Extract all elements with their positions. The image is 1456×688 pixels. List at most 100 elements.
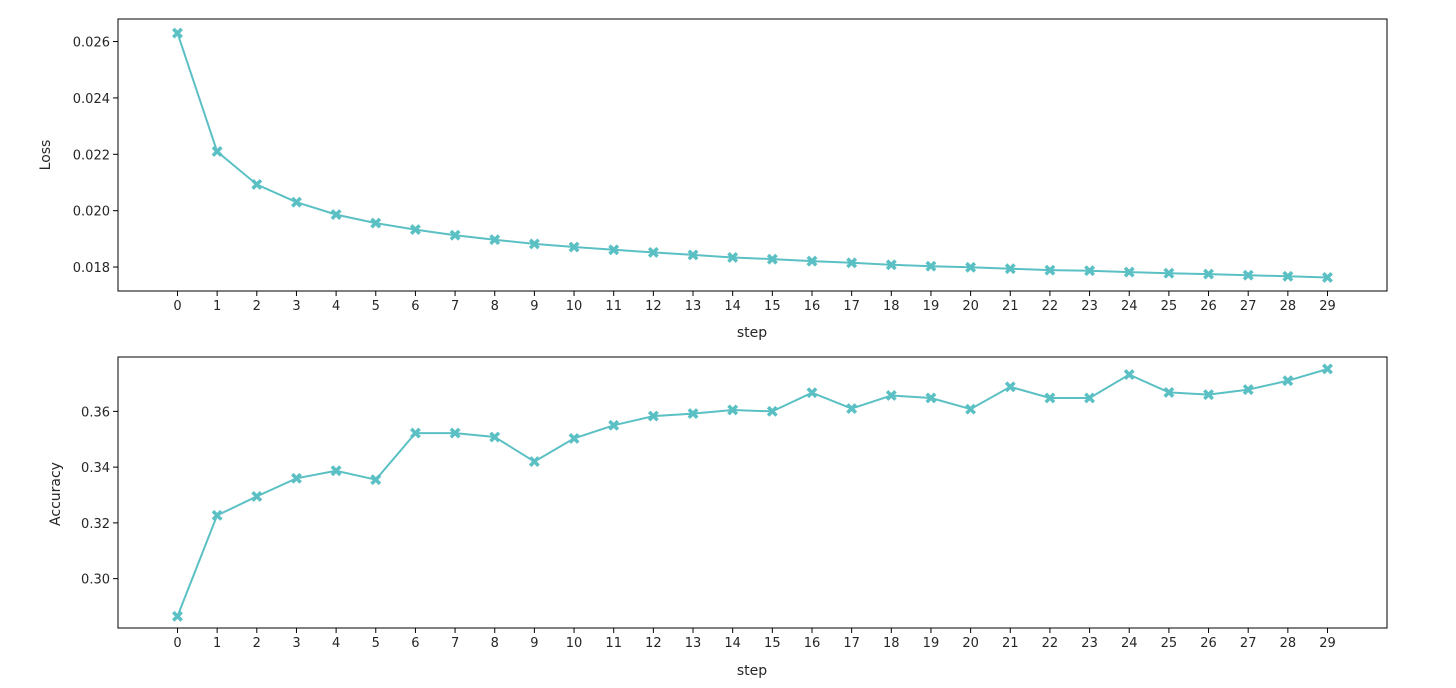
loss-data-point <box>766 253 778 265</box>
loss-x-tick-label: 14 <box>724 299 741 314</box>
loss-data-point <box>172 27 183 39</box>
loss-x-tick-label: 6 <box>411 299 419 314</box>
accuracy-x-tick-label: 12 <box>645 636 662 651</box>
accuracy-data-point <box>291 472 302 484</box>
loss-data-point <box>1282 270 1294 282</box>
accuracy-data-point <box>965 403 977 415</box>
loss-data-point <box>291 196 302 208</box>
accuracy-x-tick-label: 27 <box>1240 636 1257 651</box>
accuracy-data-point <box>1123 369 1135 381</box>
accuracy-x-tick-label: 8 <box>491 636 499 651</box>
accuracy-y-tick-label: 0.34 <box>81 461 110 476</box>
loss-data-point <box>925 260 937 272</box>
accuracy-data-point <box>409 427 421 439</box>
loss-x-tick-label: 27 <box>1240 299 1257 314</box>
accuracy-x-tick-label: 28 <box>1280 636 1297 651</box>
loss-data-point <box>885 259 897 271</box>
loss-data-point <box>330 209 342 221</box>
accuracy-y-axis-label: Accuracy <box>48 462 64 526</box>
loss-data-point <box>687 249 699 261</box>
loss-data-point <box>806 255 818 267</box>
loss-data-point <box>1203 268 1214 280</box>
loss-x-tick-label: 5 <box>372 299 380 314</box>
loss-x-tick-label: 16 <box>804 299 821 314</box>
accuracy-x-tick-label: 11 <box>605 636 622 651</box>
loss-data-point <box>608 244 620 256</box>
loss-chart: 0 1 2 3 4 5 6 7 8 9 10 11 12 13 14 15 16 17 18 19 20 21 22 23 24… <box>38 18 1388 341</box>
loss-data-point <box>211 146 223 157</box>
accuracy-x-tick-label: 13 <box>685 636 702 651</box>
loss-x-tick-label: 13 <box>685 299 702 314</box>
loss-x-tick-label: 7 <box>451 299 459 314</box>
loss-x-tick-label: 28 <box>1280 299 1297 314</box>
loss-series-line <box>176 32 1328 279</box>
accuracy-data-point <box>251 490 263 502</box>
loss-x-tick-label: 24 <box>1121 299 1138 314</box>
loss-x-axis-label: step <box>737 325 767 341</box>
loss-data-point <box>846 257 858 269</box>
accuracy-x-tick-label: 7 <box>451 636 459 651</box>
loss-data-point <box>251 179 263 190</box>
accuracy-data-point <box>806 387 818 399</box>
accuracy-data-point <box>647 410 659 422</box>
loss-x-tick-label: 26 <box>1200 299 1217 314</box>
loss-y-axis-label: Loss <box>38 140 54 171</box>
loss-x-tick-label: 9 <box>530 299 538 314</box>
accuracy-x-tick-label: 16 <box>804 636 821 651</box>
loss-x-tick-label: 10 <box>566 299 583 314</box>
accuracy-data-point <box>1163 386 1175 398</box>
loss-x-tick-label: 20 <box>962 299 979 314</box>
accuracy-data-point <box>766 405 778 417</box>
loss-data-point <box>449 229 461 241</box>
accuracy-x-tick-label: 9 <box>530 636 538 651</box>
loss-x-tick-label: 23 <box>1081 299 1098 314</box>
loss-data-point <box>1044 264 1056 276</box>
loss-y-tick-label: 0.026 <box>73 36 110 51</box>
accuracy-x-tick-label: 21 <box>1002 636 1019 651</box>
accuracy-data-point <box>1044 392 1056 404</box>
loss-x-tick-label: 12 <box>645 299 662 314</box>
accuracy-y-tick-label: 0.36 <box>81 405 110 420</box>
accuracy-x-tick-label: 22 <box>1042 636 1059 651</box>
accuracy-x-tick-label: 18 <box>883 636 900 651</box>
accuracy-x-tick-label: 15 <box>764 636 781 651</box>
accuracy-data-point <box>370 474 382 486</box>
accuracy-x-tick-label: 19 <box>923 636 940 651</box>
accuracy-x-tick-label: 29 <box>1319 636 1336 651</box>
loss-x-tick-label: 19 <box>923 299 940 314</box>
loss-data-point <box>370 217 382 229</box>
accuracy-x-tick-label: 26 <box>1200 636 1217 651</box>
loss-data-point <box>528 238 540 250</box>
accuracy-data-point <box>885 390 897 401</box>
loss-x-tick-label: 1 <box>213 299 221 314</box>
accuracy-x-tick-label: 6 <box>411 636 419 651</box>
accuracy-data-point <box>1084 392 1096 404</box>
accuracy-x-tick-label: 17 <box>843 636 860 651</box>
accuracy-data-point <box>687 408 699 420</box>
loss-y-ticks: 0.018 0.020 0.022 0.024 0.026 <box>73 36 118 276</box>
accuracy-x-tick-label: 10 <box>566 636 583 651</box>
loss-x-tick-label: 17 <box>843 299 860 314</box>
accuracy-data-point <box>1242 384 1254 396</box>
loss-x-tick-label: 29 <box>1319 299 1336 314</box>
accuracy-data-point <box>846 403 858 415</box>
accuracy-data-point <box>1004 381 1016 393</box>
accuracy-data-point <box>568 432 580 444</box>
accuracy-axes-frame <box>117 356 1388 629</box>
loss-data-point <box>568 241 580 253</box>
accuracy-data-point <box>925 392 937 404</box>
accuracy-data-point <box>449 427 461 439</box>
loss-y-tick-label: 0.024 <box>73 92 110 107</box>
loss-x-tick-label: 3 <box>292 299 300 314</box>
accuracy-data-point <box>727 404 739 416</box>
accuracy-x-axis-label: step <box>737 663 767 679</box>
loss-x-tick-label: 25 <box>1161 299 1178 314</box>
loss-data-point <box>727 252 739 263</box>
loss-y-tick-label: 0.020 <box>73 205 110 220</box>
loss-y-tick-label: 0.018 <box>73 261 110 276</box>
loss-data-point <box>965 261 977 273</box>
loss-x-tick-label: 0 <box>173 299 181 314</box>
loss-data-point <box>1242 269 1254 281</box>
accuracy-x-tick-label: 20 <box>962 636 979 651</box>
